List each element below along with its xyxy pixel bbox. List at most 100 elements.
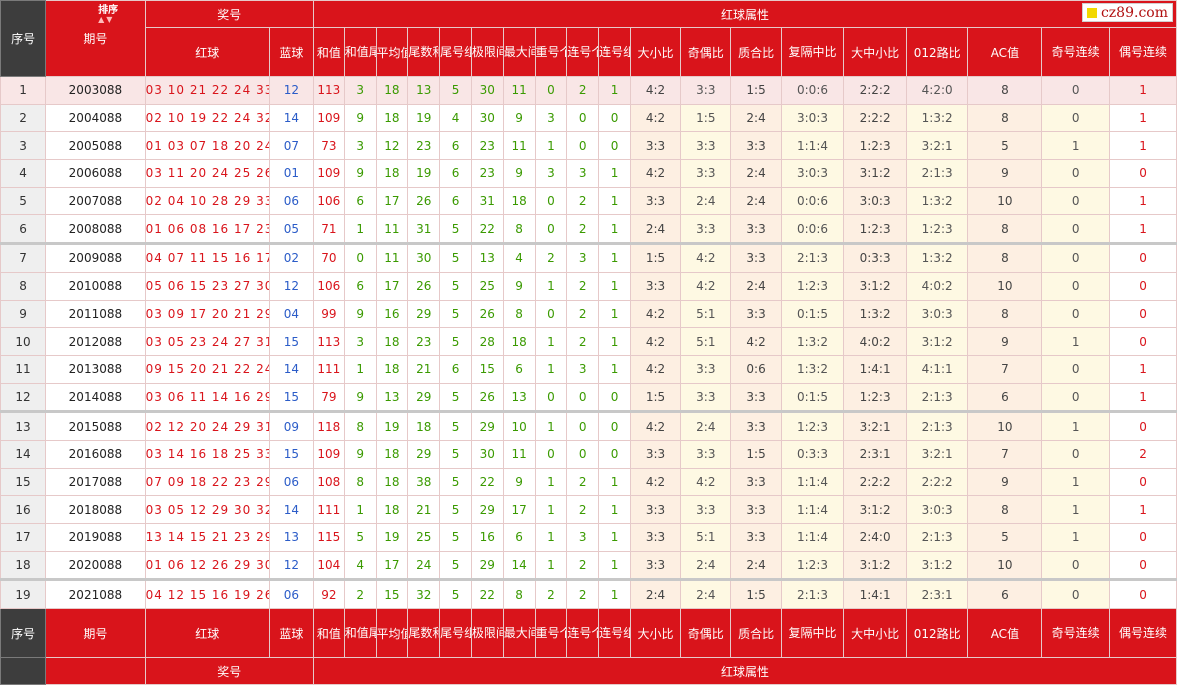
attr-value-16: 10 (967, 550, 1043, 582)
issue-number: 2020088 (45, 550, 146, 582)
attr-value-16: 7 (967, 439, 1043, 469)
issue-number: 2011088 (45, 299, 146, 329)
sort-button[interactable]: 排序 (98, 5, 119, 16)
attr-value-4: 5 (439, 76, 472, 105)
header-qihao-sort[interactable]: 期号 排序 ▲▼ (45, 0, 146, 77)
attr-value-7: 1 (534, 131, 568, 161)
attr-value-2: 16 (375, 299, 409, 329)
attr-value-3: 24 (407, 550, 441, 582)
attr-value-13: 0:1:5 (780, 382, 845, 414)
attr-value-18: 2 (1109, 439, 1177, 469)
attr-value-18: 0 (1109, 299, 1177, 329)
row-number: 8 (0, 271, 47, 301)
attr-value-8: 3 (566, 243, 600, 273)
attr-value-17: 0 (1041, 214, 1111, 246)
attr-value-0: 118 (312, 411, 345, 441)
attr-value-15: 3:0:3 (905, 495, 969, 524)
attr-value-6: 9 (502, 159, 536, 188)
attr-value-2: 19 (375, 411, 409, 441)
sort-arrows-icon[interactable]: ▲▼ (98, 15, 115, 24)
attr-value-16: 6 (967, 382, 1043, 414)
attr-value-4: 6 (439, 354, 472, 384)
attr-value-2: 18 (375, 159, 409, 188)
attr-value-5: 29 (470, 550, 504, 582)
header-jianghao: 奖号 (144, 0, 314, 28)
row-number: 10 (0, 327, 47, 356)
attr-value-11: 4:2 (680, 467, 732, 497)
issue-number: 2019088 (45, 523, 146, 552)
site-logo[interactable]: cz89.com (1081, 3, 1173, 22)
table-row: 8 2010088 05 06 15 23 27 30 12 106 6 17 26 5 25 9 1… (0, 271, 1177, 301)
attr-value-17: 0 (1041, 382, 1111, 414)
attr-value-9: 1 (598, 550, 631, 582)
red-balls: 03 09 17 20 21 29 (144, 299, 270, 329)
attr-value-7: 1 (534, 495, 568, 524)
blue-ball: 14 (268, 354, 314, 384)
blue-ball: 12 (268, 271, 314, 301)
attr-value-10: 4:2 (629, 76, 682, 105)
blue-ball: 06 (268, 186, 314, 216)
attr-value-3: 25 (407, 523, 441, 552)
table-row: 9 2011088 03 09 17 20 21 29 04 99 9 16 29 5 26 8 0 2… (0, 299, 1177, 329)
attr-value-16: 10 (967, 186, 1043, 216)
table-row: 3 2005088 01 03 07 18 20 24 07 73 3 12 23 6 23 11 1… (0, 131, 1177, 161)
attr-value-1: 5 (343, 523, 377, 552)
footer-dark-spacer (0, 657, 47, 685)
attr-value-16: 8 (967, 243, 1043, 273)
attr-value-12: 1:5 (730, 76, 782, 105)
attr-value-17: 0 (1041, 550, 1111, 582)
row-number: 17 (0, 523, 47, 552)
attr-value-16: 6 (967, 579, 1043, 610)
attr-value-11: 2:4 (680, 186, 732, 216)
attr-value-15: 3:1:2 (905, 327, 969, 356)
attr-value-5: 23 (470, 131, 504, 161)
attr-value-5: 23 (470, 159, 504, 188)
attr-value-17: 0 (1041, 579, 1111, 610)
attr-value-8: 2 (566, 550, 600, 582)
attr-value-8: 2 (566, 327, 600, 356)
footer-col-15: 012路比 (905, 608, 969, 659)
header-col-0: 和值 (312, 27, 345, 77)
attr-value-14: 1:4:1 (843, 579, 907, 610)
attr-value-3: 29 (407, 382, 441, 414)
attr-value-7: 0 (534, 76, 568, 105)
header-col-17: 奇号连续 (1041, 27, 1111, 77)
attr-value-0: 104 (312, 550, 345, 582)
attr-value-7: 0 (534, 186, 568, 216)
attr-value-4: 5 (439, 382, 472, 414)
attr-value-0: 92 (312, 579, 345, 610)
attr-value-18: 1 (1109, 354, 1177, 384)
attr-value-13: 1:2:3 (780, 550, 845, 582)
attr-value-3: 29 (407, 299, 441, 329)
attr-value-0: 108 (312, 467, 345, 497)
row-number: 6 (0, 214, 47, 246)
table-row: 10 2012088 03 05 23 24 27 31 15 113 3 18 23 5 28 1… (0, 327, 1177, 356)
blue-ball: 09 (268, 411, 314, 441)
table-row: 4 2006088 03 11 20 24 25 26 01 109 9 18 19 6 23 9 3… (0, 159, 1177, 188)
attr-value-10: 2:4 (629, 214, 682, 246)
attr-value-15: 3:0:3 (905, 299, 969, 329)
attr-value-2: 18 (375, 495, 409, 524)
blue-ball: 13 (268, 523, 314, 552)
attr-value-15: 3:2:1 (905, 439, 969, 469)
attr-value-12: 2:4 (730, 271, 782, 301)
footer-hongqiu: 红球 (144, 608, 270, 659)
attr-value-15: 1:3:2 (905, 103, 969, 133)
attr-value-2: 15 (375, 579, 409, 610)
attr-value-12: 2:4 (730, 103, 782, 133)
attr-value-11: 3:3 (680, 159, 732, 188)
red-balls: 13 14 15 21 23 29 (144, 523, 270, 552)
attr-value-18: 0 (1109, 579, 1177, 610)
attr-value-1: 9 (343, 159, 377, 188)
table-row: 14 2016088 03 14 16 18 25 33 15 109 9 18 29 5 30 1… (0, 439, 1177, 469)
attr-value-13: 0:3:3 (780, 439, 845, 469)
attr-value-4: 5 (439, 271, 472, 301)
attr-value-1: 9 (343, 299, 377, 329)
attr-value-17: 0 (1041, 299, 1111, 329)
attr-value-9: 1 (598, 523, 631, 552)
attr-value-9: 1 (598, 299, 631, 329)
attr-value-12: 3:3 (730, 243, 782, 273)
footer-col-6: 最大间距 (502, 608, 536, 659)
attr-value-6: 11 (502, 439, 536, 469)
